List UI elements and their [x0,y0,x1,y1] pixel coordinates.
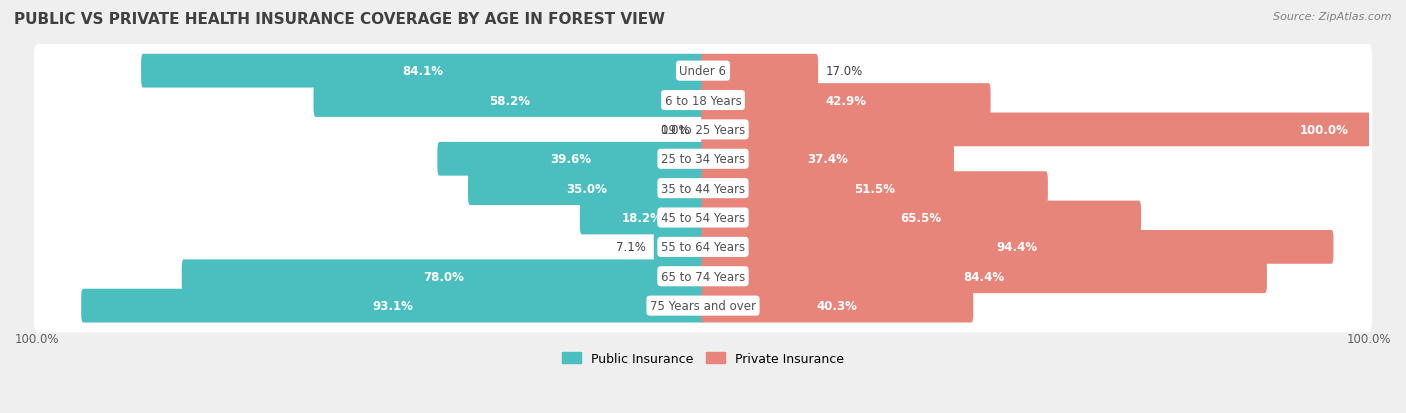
Text: 75 Years and over: 75 Years and over [650,299,756,312]
Text: 94.4%: 94.4% [997,241,1038,254]
FancyBboxPatch shape [34,162,1372,215]
Text: PUBLIC VS PRIVATE HEALTH INSURANCE COVERAGE BY AGE IN FOREST VIEW: PUBLIC VS PRIVATE HEALTH INSURANCE COVER… [14,12,665,27]
FancyBboxPatch shape [34,133,1372,186]
Text: 78.0%: 78.0% [423,270,464,283]
FancyBboxPatch shape [34,45,1372,98]
FancyBboxPatch shape [702,55,818,88]
FancyBboxPatch shape [141,55,704,88]
FancyBboxPatch shape [314,84,704,118]
FancyBboxPatch shape [34,103,1372,157]
Text: 84.1%: 84.1% [402,65,443,78]
Text: 84.4%: 84.4% [963,270,1004,283]
Text: 39.6%: 39.6% [551,153,592,166]
Text: 35.0%: 35.0% [567,182,607,195]
FancyBboxPatch shape [34,221,1372,274]
FancyBboxPatch shape [34,74,1372,128]
FancyBboxPatch shape [702,230,1333,264]
Text: 0.0%: 0.0% [659,123,690,137]
Text: 35 to 44 Years: 35 to 44 Years [661,182,745,195]
FancyBboxPatch shape [34,279,1372,332]
FancyBboxPatch shape [34,250,1372,303]
Text: 6 to 18 Years: 6 to 18 Years [665,94,741,107]
FancyBboxPatch shape [579,201,704,235]
FancyBboxPatch shape [702,260,1267,293]
Text: Source: ZipAtlas.com: Source: ZipAtlas.com [1274,12,1392,22]
FancyBboxPatch shape [702,172,1047,206]
Text: 42.9%: 42.9% [825,94,866,107]
Text: 19 to 25 Years: 19 to 25 Years [661,123,745,137]
Text: 17.0%: 17.0% [827,65,863,78]
Text: 65 to 74 Years: 65 to 74 Years [661,270,745,283]
FancyBboxPatch shape [702,84,991,118]
Text: 55 to 64 Years: 55 to 64 Years [661,241,745,254]
Text: 37.4%: 37.4% [807,153,848,166]
Text: Under 6: Under 6 [679,65,727,78]
Text: 18.2%: 18.2% [621,211,662,224]
FancyBboxPatch shape [181,260,704,293]
FancyBboxPatch shape [34,191,1372,244]
Text: 45 to 54 Years: 45 to 54 Years [661,211,745,224]
FancyBboxPatch shape [702,201,1142,235]
FancyBboxPatch shape [468,172,704,206]
Text: 93.1%: 93.1% [373,299,413,312]
Text: 7.1%: 7.1% [616,241,645,254]
Text: 65.5%: 65.5% [900,211,942,224]
FancyBboxPatch shape [437,142,704,176]
FancyBboxPatch shape [82,289,704,323]
FancyBboxPatch shape [702,142,955,176]
FancyBboxPatch shape [702,289,973,323]
Text: 100.0%: 100.0% [1301,123,1348,137]
Text: 40.3%: 40.3% [817,299,858,312]
Legend: Public Insurance, Private Insurance: Public Insurance, Private Insurance [557,347,849,370]
FancyBboxPatch shape [702,113,1371,147]
Text: 51.5%: 51.5% [853,182,896,195]
Text: 25 to 34 Years: 25 to 34 Years [661,153,745,166]
FancyBboxPatch shape [654,230,704,264]
Text: 58.2%: 58.2% [489,94,530,107]
